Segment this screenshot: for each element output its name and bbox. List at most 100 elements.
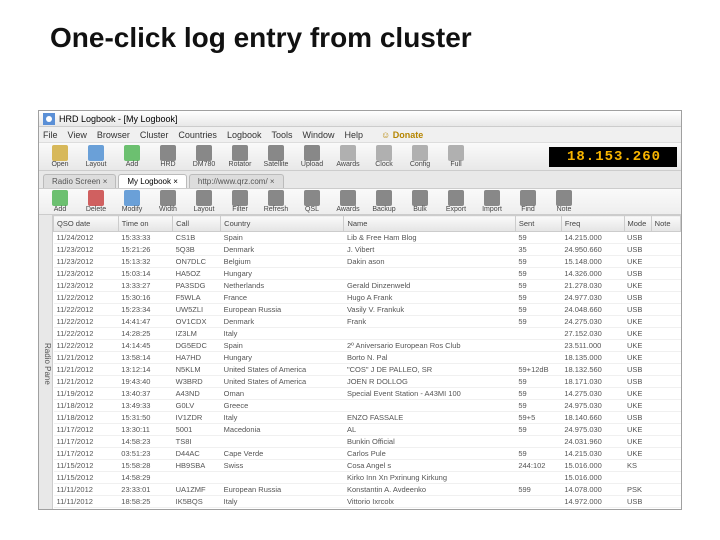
- table-row[interactable]: 11/23/201215:03:14HA5OZHungary5914.326.0…: [54, 268, 681, 280]
- export-icon: [448, 190, 464, 206]
- table-row[interactable]: 11/22/201215:23:34UW5ZLIEuropean RussiaV…: [54, 304, 681, 316]
- radio-pane-sidebar[interactable]: Radio Pane: [39, 215, 53, 509]
- col-call[interactable]: Call: [173, 216, 221, 232]
- logtb-bulk[interactable]: Bulk: [403, 190, 437, 213]
- cell: 23:33:01: [118, 484, 172, 496]
- rotator-icon: [232, 145, 248, 161]
- table-row[interactable]: 11/17/201203:51:23D44ACCape VerdeCarlos …: [54, 448, 681, 460]
- cell: 13:33:27: [118, 280, 172, 292]
- logtb-import[interactable]: Import: [475, 190, 509, 213]
- table-row[interactable]: 11/15/201215:58:28HB9SBASwissCosa Angel …: [54, 460, 681, 472]
- toolbar-upload[interactable]: Upload: [295, 145, 329, 168]
- toolbar-open[interactable]: Open: [43, 145, 77, 168]
- logtb-label: Export: [446, 206, 466, 213]
- cell: [221, 436, 344, 448]
- col-country[interactable]: Country: [221, 216, 344, 232]
- cell: 18.140.660: [561, 412, 624, 424]
- toolbar-config[interactable]: Config: [403, 145, 437, 168]
- toolbar-satellite[interactable]: Satellite: [259, 145, 293, 168]
- table-row[interactable]: 11/22/201214:14:45DG5EDCSpain2º Aniversa…: [54, 340, 681, 352]
- close-icon[interactable]: ×: [100, 177, 107, 186]
- cell: Hugo A Frank: [344, 292, 515, 304]
- cell: 15:30:16: [118, 292, 172, 304]
- logtb-layout[interactable]: Layout: [187, 190, 221, 213]
- table-row[interactable]: 11/18/201213:49:33G0LVGreece5924.975.030…: [54, 400, 681, 412]
- tab-1[interactable]: My Logbook ×: [118, 174, 187, 188]
- cell: [515, 340, 561, 352]
- cell: USB: [624, 304, 651, 316]
- cell: AL: [344, 424, 515, 436]
- toolbar-awards[interactable]: Awards: [331, 145, 365, 168]
- table-row[interactable]: 11/15/201214:58:29Kirko Inn Xn Pxrinung …: [54, 472, 681, 484]
- cell: 18.135.000: [561, 352, 624, 364]
- toolbar-rotator[interactable]: Rotator: [223, 145, 257, 168]
- cell: Dakin ason: [344, 256, 515, 268]
- menu-view[interactable]: View: [68, 130, 87, 140]
- table-row[interactable]: 11/22/201214:28:25IZ3LMItaly27.152.030UK…: [54, 328, 681, 340]
- toolbar-hrd[interactable]: HRD: [151, 145, 185, 168]
- menu-donate[interactable]: ☺ Donate: [381, 130, 423, 140]
- table-row[interactable]: 11/23/201215:13:32ON7DLCBelgiumDakin aso…: [54, 256, 681, 268]
- cell: 14:28:25: [118, 328, 172, 340]
- table-row[interactable]: 11/11/201218:58:25IK5BQSItalyVittorio Ix…: [54, 496, 681, 508]
- table-row[interactable]: 11/21/201219:43:40W3BRDUnited States of …: [54, 376, 681, 388]
- logtb-add[interactable]: Add: [43, 190, 77, 213]
- cell: CS1B: [173, 232, 221, 244]
- logtb-awards[interactable]: Awards: [331, 190, 365, 213]
- logtb-note[interactable]: Note: [547, 190, 581, 213]
- toolbar-label: Layout: [85, 161, 106, 168]
- logtb-filter[interactable]: Filter: [223, 190, 257, 213]
- logtb-width[interactable]: Width: [151, 190, 185, 213]
- close-icon[interactable]: ×: [268, 177, 275, 186]
- col-note[interactable]: Note: [651, 216, 680, 232]
- table-row[interactable]: 11/24/201215:33:33CS1BSpainLib & Free Ha…: [54, 232, 681, 244]
- col-mode[interactable]: Mode: [624, 216, 651, 232]
- col-time-on[interactable]: Time on: [118, 216, 172, 232]
- cell: Kirko Inn Xn Pxrinung Kirkung: [344, 472, 515, 484]
- logtb-delete[interactable]: Delete: [79, 190, 113, 213]
- tab-0[interactable]: Radio Screen ×: [43, 174, 116, 188]
- toolbar-layout[interactable]: Layout: [79, 145, 113, 168]
- menu-browser[interactable]: Browser: [97, 130, 130, 140]
- logtb-export[interactable]: Export: [439, 190, 473, 213]
- table-row[interactable]: 11/21/201213:58:14HA7HDHungaryBorto N. P…: [54, 352, 681, 364]
- menu-countries[interactable]: Countries: [178, 130, 217, 140]
- table-row[interactable]: 11/23/201213:33:27PA3SDGNetherlandsGeral…: [54, 280, 681, 292]
- col-name[interactable]: Name: [344, 216, 515, 232]
- tab-2[interactable]: http://www.qrz.com/ ×: [189, 174, 284, 188]
- menu-tools[interactable]: Tools: [271, 130, 292, 140]
- logtb-qsl[interactable]: QSL: [295, 190, 329, 213]
- logtb-refresh[interactable]: Refresh: [259, 190, 293, 213]
- menu-file[interactable]: File: [43, 130, 58, 140]
- menu-cluster[interactable]: Cluster: [140, 130, 169, 140]
- table-row[interactable]: 11/17/201213:30:115001MacedoniaAL5924.97…: [54, 424, 681, 436]
- menu-help[interactable]: Help: [345, 130, 364, 140]
- cell: J. Vibert: [344, 244, 515, 256]
- logtb-backup[interactable]: Backup: [367, 190, 401, 213]
- table-row[interactable]: 11/19/201213:40:37A43NDOmanSpecial Event…: [54, 388, 681, 400]
- table-row[interactable]: 11/11/201223:33:01UA1ZMFEuropean RussiaK…: [54, 484, 681, 496]
- cell: 15:33:33: [118, 232, 172, 244]
- table-row[interactable]: 11/22/201215:30:16F5WLAFranceHugo A Fran…: [54, 292, 681, 304]
- table-row[interactable]: 11/11/201214:54:487T1IIAlgeriaSpecial ca…: [54, 508, 681, 510]
- table-row[interactable]: 11/21/201213:12:14N5KLMUnited States of …: [54, 364, 681, 376]
- table-row[interactable]: 11/22/201214:41:47OV1CDXDenmarkFrank5924…: [54, 316, 681, 328]
- toolbar-clock[interactable]: Clock: [367, 145, 401, 168]
- table-row[interactable]: 11/17/201214:58:23TS8IBunkin Official24.…: [54, 436, 681, 448]
- cell: [651, 292, 680, 304]
- menu-window[interactable]: Window: [303, 130, 335, 140]
- col-freq[interactable]: Freq: [561, 216, 624, 232]
- logtb-label: Filter: [232, 206, 248, 213]
- toolbar-add[interactable]: Add: [115, 145, 149, 168]
- toolbar-full[interactable]: Full: [439, 145, 473, 168]
- table-row[interactable]: 11/23/201215:21:265Q3BDenmarkJ. Vibert35…: [54, 244, 681, 256]
- col-sent[interactable]: Sent: [515, 216, 561, 232]
- col-qso-date[interactable]: QSO date: [54, 216, 119, 232]
- cell: [651, 424, 680, 436]
- table-row[interactable]: 11/18/201215:31:50IV1ZDRItalyENZO FASSAL…: [54, 412, 681, 424]
- menu-logbook[interactable]: Logbook: [227, 130, 262, 140]
- logtb-modify[interactable]: Modify: [115, 190, 149, 213]
- toolbar-dm780[interactable]: DM780: [187, 145, 221, 168]
- logtb-find[interactable]: Find: [511, 190, 545, 213]
- close-icon[interactable]: ×: [171, 177, 178, 186]
